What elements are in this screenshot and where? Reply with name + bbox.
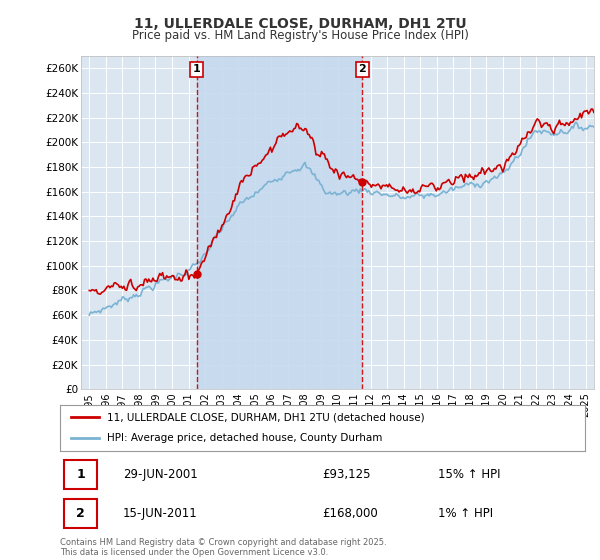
- Text: 15% ↑ HPI: 15% ↑ HPI: [438, 468, 500, 481]
- FancyBboxPatch shape: [64, 500, 97, 528]
- Text: 1: 1: [76, 468, 85, 481]
- Text: 29-JUN-2001: 29-JUN-2001: [123, 468, 198, 481]
- Text: 11, ULLERDALE CLOSE, DURHAM, DH1 2TU: 11, ULLERDALE CLOSE, DURHAM, DH1 2TU: [134, 17, 466, 31]
- Text: 11, ULLERDALE CLOSE, DURHAM, DH1 2TU (detached house): 11, ULLERDALE CLOSE, DURHAM, DH1 2TU (de…: [107, 412, 425, 422]
- Text: £93,125: £93,125: [323, 468, 371, 481]
- Bar: [197, 56, 362, 389]
- Text: 1: 1: [193, 64, 201, 74]
- FancyBboxPatch shape: [64, 460, 97, 489]
- Text: 2: 2: [358, 64, 366, 74]
- Text: HPI: Average price, detached house, County Durham: HPI: Average price, detached house, Coun…: [107, 433, 383, 444]
- Text: Price paid vs. HM Land Registry's House Price Index (HPI): Price paid vs. HM Land Registry's House …: [131, 29, 469, 42]
- Text: 1% ↑ HPI: 1% ↑ HPI: [438, 507, 493, 520]
- Text: 2: 2: [76, 507, 85, 520]
- Text: 15-JUN-2011: 15-JUN-2011: [123, 507, 198, 520]
- Text: £168,000: £168,000: [323, 507, 378, 520]
- Text: Contains HM Land Registry data © Crown copyright and database right 2025.
This d: Contains HM Land Registry data © Crown c…: [60, 538, 386, 557]
